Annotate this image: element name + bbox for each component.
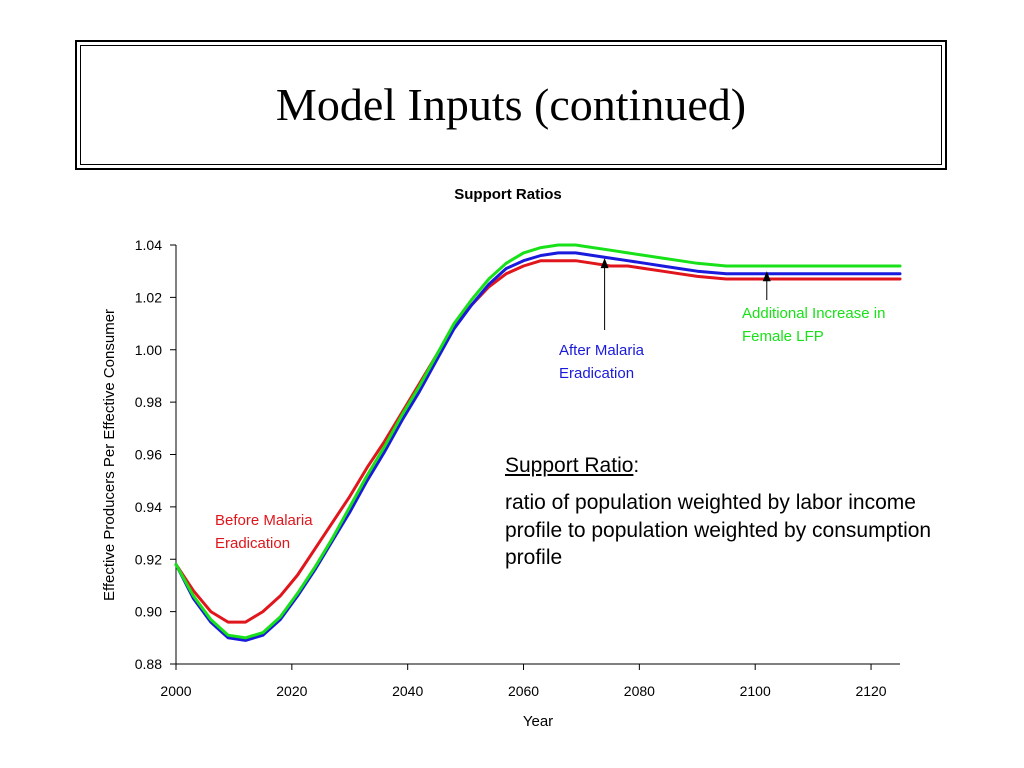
y-tick-label: 1.02	[135, 289, 162, 305]
definition-heading: Support Ratio:	[505, 452, 945, 479]
definition-colon: :	[633, 454, 640, 477]
annotation-arrowhead	[600, 258, 609, 269]
annotation-arrowhead	[762, 271, 771, 282]
y-tick-label: 0.94	[135, 499, 162, 515]
chart-axes: 0.88 0.90 0.92 0.94 0.96 0.98 1.00 1.02 1.04 2000…	[135, 237, 900, 699]
annotation-layer: Before Malaria Eradication After Malaria Er…	[215, 258, 885, 552]
series-line-after-eradication	[174, 251, 902, 642]
annotation-text-line: Female LFP	[742, 328, 824, 345]
x-tick-label: 2080	[624, 683, 655, 699]
annotation-text-line: Before Malaria	[215, 512, 313, 529]
annotation-before-eradication: Before Malaria Eradication	[215, 512, 313, 552]
title-frame: Model Inputs (continued)	[75, 40, 947, 170]
x-axis-title: Year	[523, 713, 553, 730]
y-tick-label: 0.90	[135, 604, 162, 620]
title-frame-inner: Model Inputs (continued)	[80, 45, 942, 165]
annotation-after-eradication: After Malaria Eradication	[559, 258, 645, 382]
x-tick-label: 2120	[855, 683, 886, 699]
y-axis-title: Effective Producers Per Effective Consum…	[101, 309, 118, 601]
annotation-text-line: Eradication	[559, 365, 634, 382]
y-tick-label: 0.92	[135, 551, 162, 567]
x-tick-label: 2000	[160, 683, 191, 699]
chart-title: Support Ratios	[454, 186, 562, 203]
series-line-female-lfp	[174, 243, 902, 640]
y-tick-label: 0.98	[135, 394, 162, 410]
y-tick-label: 1.04	[135, 237, 162, 253]
annotation-female-lfp: Additional Increase in Female LFP	[742, 271, 885, 345]
slide-title: Model Inputs (continued)	[275, 79, 747, 130]
series-layer	[174, 243, 902, 642]
y-tick-label: 0.96	[135, 447, 162, 463]
annotation-text-line: Additional Increase in	[742, 305, 885, 322]
x-tick-label: 2040	[392, 683, 423, 699]
definition-term: Support Ratio	[505, 454, 634, 477]
x-tick-label: 2060	[508, 683, 539, 699]
annotation-text-line: Eradication	[215, 535, 290, 552]
x-tick-label: 2020	[276, 683, 307, 699]
support-ratio-definition: Support Ratio: ratio of population weigh…	[505, 452, 945, 581]
y-tick-label: 0.88	[135, 656, 162, 672]
annotation-text-line: After Malaria	[559, 342, 645, 359]
definition-text: ratio of population weighted by labor in…	[505, 491, 932, 569]
x-tick-label: 2100	[740, 683, 771, 699]
y-tick-label: 1.00	[135, 342, 162, 358]
